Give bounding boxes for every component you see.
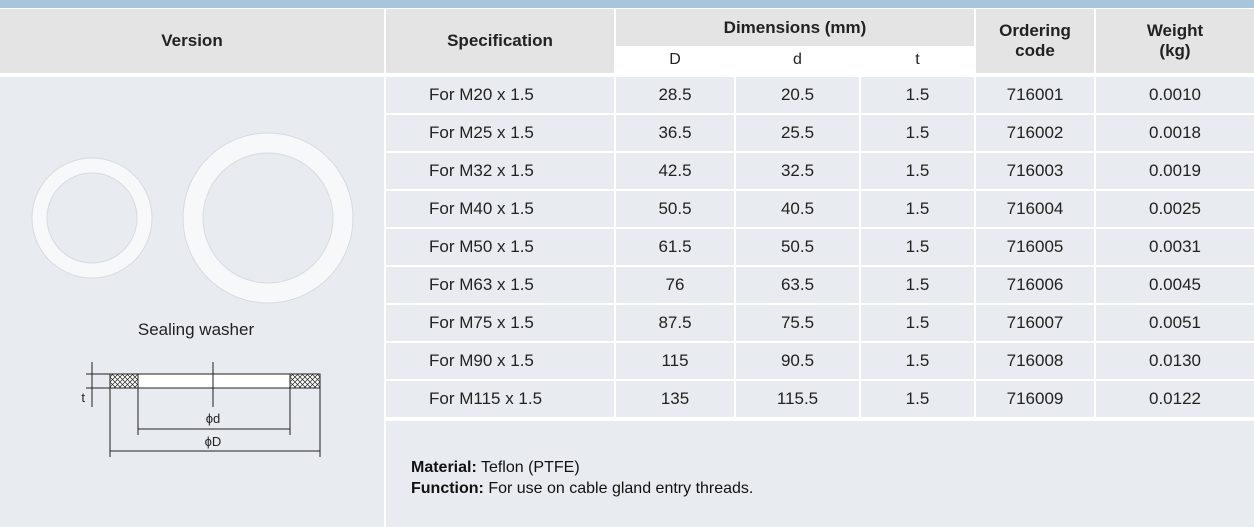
ordering-code-cell: 716006 <box>976 267 1094 303</box>
dim-t-cell: 1.5 <box>861 153 974 189</box>
dim-t-cell: 1.5 <box>861 191 974 227</box>
diagram-t: t <box>81 390 85 405</box>
weight-cell: 0.0031 <box>1096 229 1254 265</box>
dim-d-cell: 75.5 <box>736 305 859 341</box>
function: For use on cable gland entry threads. <box>488 480 753 497</box>
dim-t-cell: 1.5 <box>861 381 974 417</box>
dim-D-cell: 76 <box>616 267 734 303</box>
function-label: Function: <box>411 480 484 497</box>
header-specification: Specification <box>386 9 614 73</box>
dim-D-cell: 87.5 <box>616 305 734 341</box>
dim-d-cell: 20.5 <box>736 77 859 113</box>
weight-cell: 0.0018 <box>1096 115 1254 151</box>
dim-d-cell: 50.5 <box>736 229 859 265</box>
version-caption: Sealing washer <box>138 320 255 339</box>
material: Teflon (PTFE) <box>481 459 580 476</box>
spec-cell: For M75 x 1.5 <box>386 305 614 341</box>
ordering-code-cell: 716002 <box>976 115 1094 151</box>
weight-cell: 0.0051 <box>1096 305 1254 341</box>
version-illustration: Sealing washer t ϕd ϕD <box>0 77 384 527</box>
dim-D-cell: 36.5 <box>616 115 734 151</box>
ordering-code-cell: 716001 <box>976 77 1094 113</box>
spec-cell: For M63 x 1.5 <box>386 267 614 303</box>
spec-cell: For M50 x 1.5 <box>386 229 614 265</box>
product-table: Version Specification Dimensions (mm) D … <box>0 0 1254 527</box>
dim-d-cell: 25.5 <box>736 115 859 151</box>
spec-cell: For M40 x 1.5 <box>386 191 614 227</box>
weight-cell: 0.0019 <box>1096 153 1254 189</box>
weight-cell: 0.0025 <box>1096 191 1254 227</box>
spec-cell: For M115 x 1.5 <box>386 381 614 417</box>
dim-d-cell: 40.5 <box>736 191 859 227</box>
material-line: Material: Teflon (PTFE) <box>411 457 1254 478</box>
dim-D-cell: 50.5 <box>616 191 734 227</box>
dim-D-cell: 42.5 <box>616 153 734 189</box>
header-version: Version <box>0 9 384 73</box>
dim-t-cell: 1.5 <box>861 267 974 303</box>
dim-t-cell: 1.5 <box>861 115 974 151</box>
spec-cell: For M25 x 1.5 <box>386 115 614 151</box>
diagram-inner: ϕd <box>206 411 221 426</box>
dim-d-cell: 63.5 <box>736 267 859 303</box>
ordering-code-cell: 716007 <box>976 305 1094 341</box>
dim-d-cell: 115.5 <box>736 381 859 417</box>
washer-drawing <box>86 362 320 457</box>
dim-D-cell: 28.5 <box>616 77 734 113</box>
weight-cell: 0.0122 <box>1096 381 1254 417</box>
header-ordering-code: Ordering code <box>976 9 1094 73</box>
notes: Material: Teflon (PTFE) Function: For us… <box>386 421 1254 527</box>
spec-cell: For M32 x 1.5 <box>386 153 614 189</box>
dim-t-cell: 1.5 <box>861 343 974 379</box>
weight-cell: 0.0045 <box>1096 267 1254 303</box>
header-d: d <box>736 47 859 73</box>
ordering-code-cell: 716005 <box>976 229 1094 265</box>
ordering-code-cell: 716004 <box>976 191 1094 227</box>
version-cell: Sealing washer t ϕd ϕD <box>0 77 384 527</box>
dim-d-cell: 90.5 <box>736 343 859 379</box>
dim-t-cell: 1.5 <box>861 229 974 265</box>
spec-cell: For M20 x 1.5 <box>386 77 614 113</box>
weight-cell: 0.0010 <box>1096 77 1254 113</box>
header-D: D <box>616 47 734 73</box>
function-line: Function: For use on cable gland entry t… <box>411 478 1254 499</box>
dim-t-cell: 1.5 <box>861 305 974 341</box>
header-t: t <box>861 47 974 73</box>
weight-cell: 0.0130 <box>1096 343 1254 379</box>
dim-d-cell: 32.5 <box>736 153 859 189</box>
ordering-code-cell: 716009 <box>976 381 1094 417</box>
material-label: Material: <box>411 459 477 476</box>
top-bar <box>0 0 1254 8</box>
header-weight: Weight (kg) <box>1096 9 1254 73</box>
spec-cell: For M90 x 1.5 <box>386 343 614 379</box>
diagram-outer: ϕD <box>205 434 222 449</box>
header-dimensions: Dimensions (mm) <box>616 9 974 46</box>
dim-D-cell: 61.5 <box>616 229 734 265</box>
dim-t-cell: 1.5 <box>861 77 974 113</box>
ordering-code-cell: 716003 <box>976 153 1094 189</box>
washer-photo <box>32 133 353 303</box>
ordering-code-cell: 716008 <box>976 343 1094 379</box>
dim-D-cell: 115 <box>616 343 734 379</box>
dim-D-cell: 135 <box>616 381 734 417</box>
